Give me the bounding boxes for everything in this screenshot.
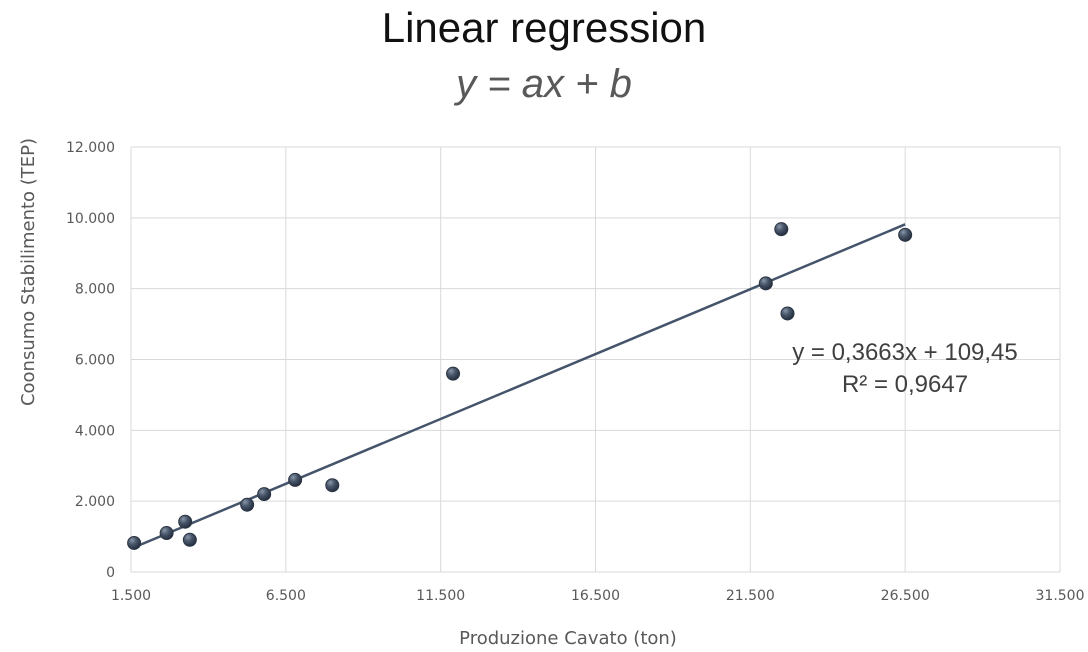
x-axis-label: Produzione Cavato (ton) xyxy=(459,628,677,649)
x-tick-label: 6.500 xyxy=(266,588,306,604)
x-tick-label: 16.500 xyxy=(571,588,620,604)
data-point xyxy=(182,532,197,547)
data-point xyxy=(240,497,255,512)
x-tick-label: 31.500 xyxy=(1036,588,1085,604)
trendline-equation: y = 0,3663x + 109,45 xyxy=(792,339,1018,366)
data-point xyxy=(127,535,142,550)
x-tick-label: 1.500 xyxy=(111,588,151,604)
r-squared-label: R² = 0,9647 xyxy=(842,371,968,398)
data-point xyxy=(774,222,789,237)
data-point xyxy=(758,276,773,291)
x-tick-label: 11.500 xyxy=(416,588,465,604)
y-axis-label: Coonsumo Stabilimento (TEP) xyxy=(18,138,39,406)
x-tick-label: 26.500 xyxy=(881,588,930,604)
y-tick-label: 4.000 xyxy=(75,423,115,439)
y-tick-label: 10.000 xyxy=(66,211,115,227)
y-tick-label: 8.000 xyxy=(75,282,115,298)
y-tick-label: 6.000 xyxy=(75,353,115,369)
data-point xyxy=(288,472,303,487)
x-axis-ticks: 1.500 6.500 11.500 16.500 21.500 26.500 31.500 xyxy=(111,588,1085,604)
data-point xyxy=(159,526,174,541)
data-point xyxy=(257,487,272,502)
data-point xyxy=(780,306,795,321)
chart-title: Linear regression xyxy=(381,4,707,51)
data-points xyxy=(127,222,913,550)
data-point xyxy=(325,478,340,493)
data-point xyxy=(446,366,461,381)
chart-subtitle: y = ax + b xyxy=(456,62,632,106)
x-tick-label: 21.500 xyxy=(726,588,775,604)
grid-lines xyxy=(130,146,1061,573)
y-tick-label: 2.000 xyxy=(75,494,115,510)
y-tick-label: 0 xyxy=(106,565,115,581)
y-tick-label: 12.000 xyxy=(66,140,115,156)
data-point xyxy=(178,514,193,529)
data-point xyxy=(898,227,913,242)
y-axis-ticks: 0 2.000 4.000 6.000 8.000 10.000 12.000 xyxy=(66,140,115,581)
